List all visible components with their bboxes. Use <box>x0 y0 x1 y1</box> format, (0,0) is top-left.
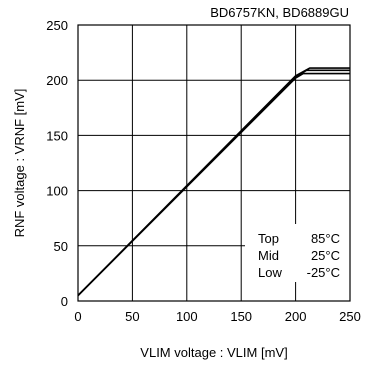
y-tick-label: 250 <box>46 18 68 33</box>
series-layer <box>77 67 350 297</box>
x-tick-label: 250 <box>339 309 361 324</box>
tick-labels: 0 50 100 150 200 250 0 50 100 150 200 250 <box>46 18 361 324</box>
x-axis-label: VLIM voltage : VLIM [mV] <box>140 345 287 360</box>
legend-label: Top <box>258 231 279 246</box>
legend-label: Mid <box>258 248 279 263</box>
y-axis-label: RNF voltage : VRNF [mV] <box>12 89 27 238</box>
legend: Top 85°C Mid 25°C Low -25°C <box>258 231 340 280</box>
plot-frame <box>77 24 351 302</box>
x-tick-label: 100 <box>176 309 198 324</box>
y-tick-label: 150 <box>46 128 68 143</box>
legend-value: 25°C <box>311 248 340 263</box>
x-tick-label: 50 <box>125 309 139 324</box>
x-tick-label: 200 <box>285 309 307 324</box>
legend-value: 85°C <box>311 231 340 246</box>
legend-value: -25°C <box>307 265 340 280</box>
grid <box>78 25 350 301</box>
x-tick-label: 150 <box>230 309 252 324</box>
y-tick-label: 200 <box>46 73 68 88</box>
y-tick-label: 100 <box>46 184 68 199</box>
legend-label: Low <box>258 265 282 280</box>
chart-title: BD6757KN, BD6889GU <box>210 5 349 20</box>
y-tick-label: 50 <box>54 239 68 254</box>
legend-box <box>245 224 351 282</box>
series-line-low <box>77 72 350 297</box>
x-tick-label: 0 <box>74 309 81 324</box>
y-tick-label: 0 <box>61 294 68 309</box>
